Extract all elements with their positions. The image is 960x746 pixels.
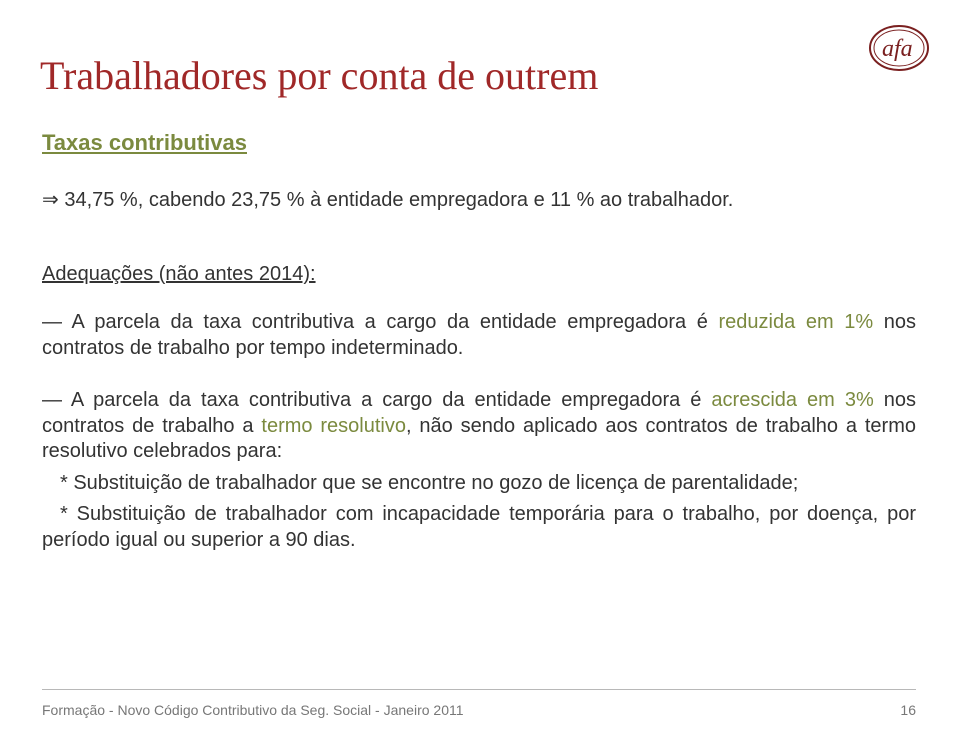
para1-lead: — A parcela da taxa contributiva a cargo… xyxy=(42,311,719,333)
footer-text: Formação - Novo Código Contributivo da S… xyxy=(42,702,464,718)
bullet-arrow: ⇒ xyxy=(42,189,59,211)
para2-item1: * Substituição de trabalhador que se enc… xyxy=(42,471,916,497)
main-rate-text: 34,75 %, cabendo 23,75 % à entidade empr… xyxy=(64,189,733,211)
footer-divider xyxy=(42,689,916,690)
adequacao-para-1: — A parcela da taxa contributiva a cargo… xyxy=(42,310,916,361)
footer-page: 16 xyxy=(900,702,916,718)
adequacoes-heading: Adequações (não antes 2014): xyxy=(42,262,916,288)
para2-highlight2: termo resolutivo xyxy=(261,415,406,437)
para2-item2: * Substituição de trabalhador com incapa… xyxy=(42,502,916,553)
slide-subtitle: Taxas contributivas xyxy=(42,130,247,156)
logo-text: afa xyxy=(882,36,913,62)
para1-highlight: reduzida em 1% xyxy=(719,311,874,333)
para2-highlight1: acrescida em 3% xyxy=(711,389,873,411)
slide-title: Trabalhadores por conta de outrem xyxy=(40,52,598,99)
adequacao-para-2: — A parcela da taxa contributiva a cargo… xyxy=(42,388,916,554)
afa-logo: afa xyxy=(868,24,930,72)
para2-lead: — A parcela da taxa contributiva a cargo… xyxy=(42,389,711,411)
main-rate-line: ⇒ 34,75 %, cabendo 23,75 % à entidade em… xyxy=(42,188,916,214)
slide-footer: Formação - Novo Código Contributivo da S… xyxy=(42,702,916,718)
